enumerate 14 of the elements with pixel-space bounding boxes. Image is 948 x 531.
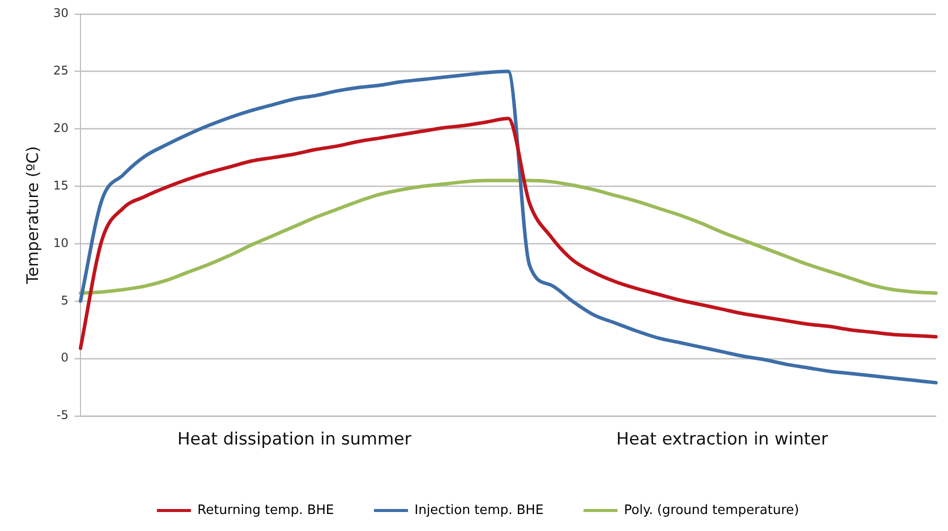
y-tick-label: 15	[53, 178, 68, 192]
y-tick-label: 0	[60, 350, 68, 365]
y-tick-label: 20	[53, 120, 68, 135]
y-tick-label: 25	[53, 64, 68, 78]
legend-label: Returning temp. BHE	[197, 502, 334, 518]
y-tick-label: 5	[60, 293, 68, 308]
legend-label: Poly. (ground temperature)	[624, 502, 800, 518]
y-tick-label: 10	[53, 236, 68, 250]
y-axis-title: Temperature (ºC)	[22, 146, 42, 285]
text: Heat extraction in winter	[616, 429, 828, 450]
legend-label: Injection temp. BHE	[414, 502, 544, 518]
text: Heat dissipation in summer	[177, 429, 412, 450]
y-tick-label: 30	[53, 6, 68, 20]
y-tick-label: -5	[56, 408, 68, 422]
